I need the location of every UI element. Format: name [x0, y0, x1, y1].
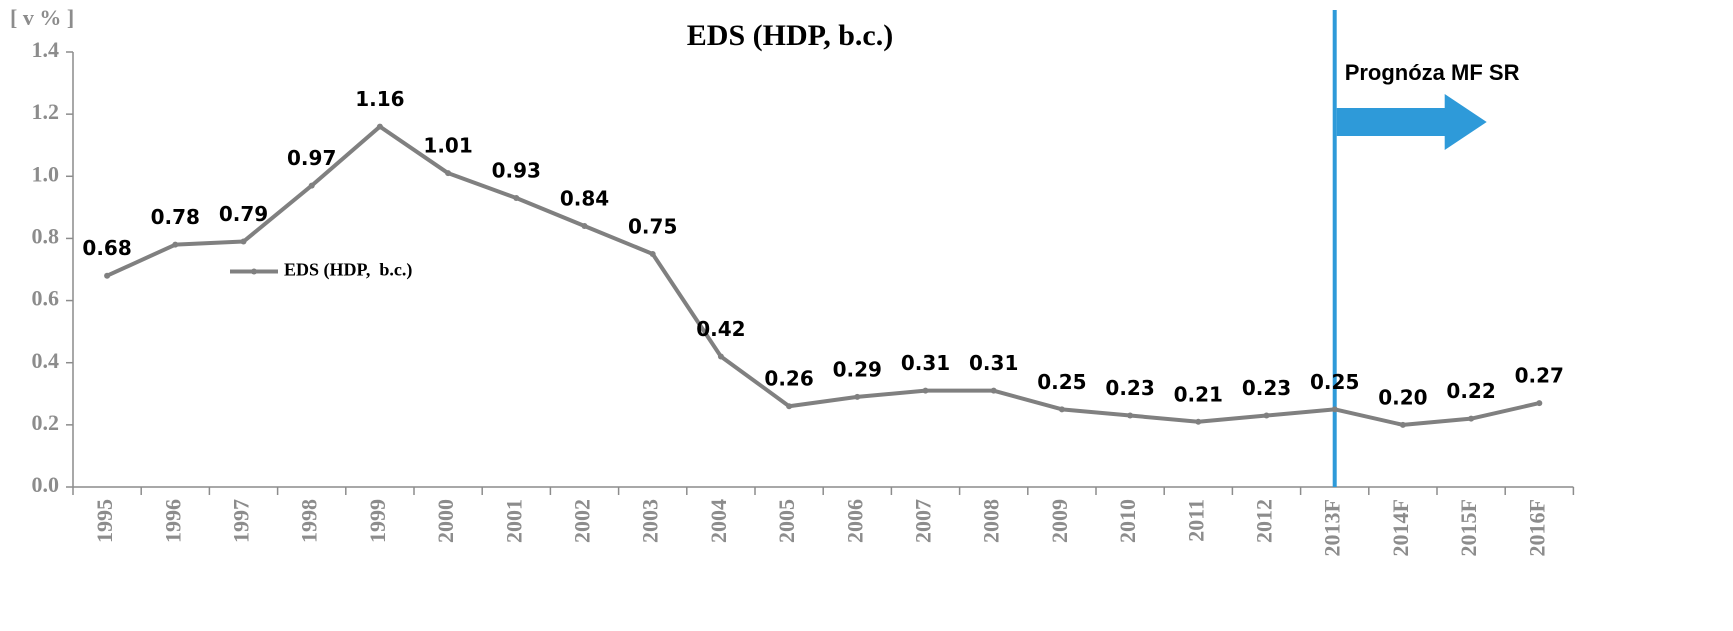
forecast-label: Prognóza MF SR: [1345, 60, 1520, 85]
x-tick-label: 1997: [229, 499, 254, 543]
y-tick-label: 0.4: [32, 348, 60, 373]
x-tick-label: 1995: [92, 499, 117, 543]
x-tick-label: 2004: [706, 499, 731, 543]
y-tick-label: 1.2: [32, 99, 60, 124]
x-tick-label: 1999: [365, 499, 390, 543]
data-label: 0.25: [1037, 370, 1086, 394]
marker: [990, 387, 997, 394]
data-label: 0.93: [492, 159, 541, 183]
x-tick-label: 2001: [501, 499, 526, 543]
data-label: 0.20: [1378, 385, 1427, 409]
data-label: 1.01: [423, 134, 472, 158]
marker: [240, 238, 247, 245]
data-label: 0.97: [287, 146, 336, 170]
data-label: 0.21: [1174, 382, 1223, 406]
marker: [1331, 406, 1338, 413]
data-label: 0.23: [1105, 376, 1154, 400]
marker: [717, 353, 724, 360]
x-tick-label: 2006: [842, 499, 867, 543]
marker: [922, 387, 929, 394]
marker: [786, 403, 793, 410]
legend-marker: [251, 268, 257, 275]
data-label: 0.29: [833, 357, 882, 381]
data-label: 1.16: [355, 87, 404, 111]
x-tick-label: 2002: [570, 499, 595, 543]
x-tick-label: 2003: [638, 499, 663, 543]
x-tick-label: 2015F: [1456, 499, 1481, 556]
data-label: 0.31: [901, 351, 950, 375]
data-label: 0.42: [696, 317, 745, 341]
marker: [1263, 412, 1270, 419]
data-label: 0.25: [1310, 370, 1359, 394]
x-tick-label: 2011: [1183, 499, 1208, 542]
marker: [581, 223, 588, 229]
data-label: 0.31: [969, 351, 1018, 375]
chart-title: EDS (HDP, b.c.): [687, 19, 893, 52]
x-tick-label: 2000: [433, 499, 458, 543]
data-label: 0.79: [219, 202, 268, 226]
marker: [649, 250, 656, 257]
x-tick-label: 2005: [774, 499, 799, 543]
marker: [172, 241, 179, 248]
y-tick-label: 0.0: [32, 472, 60, 497]
marker: [1536, 400, 1543, 407]
x-tick-label: 2009: [1047, 499, 1072, 543]
y-tick-label: 1.4: [32, 37, 60, 62]
data-label: 0.68: [82, 236, 131, 260]
marker: [854, 393, 861, 400]
x-tick-label: 2016F: [1524, 499, 1549, 556]
x-tick-label: 2010: [1115, 499, 1140, 543]
x-tick-label: 2007: [911, 499, 936, 543]
x-tick-label: 2008: [979, 499, 1004, 543]
marker: [308, 182, 315, 189]
y-tick-label: 1.0: [32, 161, 60, 186]
marker: [104, 272, 111, 279]
y-tick-label: 0.6: [32, 286, 60, 311]
y-axis-label: [ v % ]: [10, 5, 74, 30]
marker: [1195, 418, 1202, 425]
data-label: 0.75: [628, 214, 677, 238]
data-label: 0.23: [1242, 376, 1291, 400]
data-label: 0.84: [560, 187, 609, 211]
line: [106, 124, 1540, 427]
marker: [1468, 415, 1475, 422]
x-tick-label: 1998: [297, 499, 322, 543]
x-tick-label: 2012: [1252, 499, 1277, 543]
legend-label: EDS (HDP, b.c.): [284, 260, 412, 281]
y-tick-label: 0.2: [32, 410, 60, 435]
y-tick-label: 0.8: [32, 223, 60, 248]
x-tick-label: 2013F: [1320, 499, 1345, 556]
marker: [1127, 412, 1134, 419]
data-label: 0.26: [764, 367, 813, 391]
data-label: 0.22: [1446, 379, 1495, 403]
marker: [1058, 406, 1065, 413]
marker: [376, 123, 383, 130]
data-label: 0.78: [151, 205, 200, 229]
x-tick-label: 1996: [160, 499, 185, 543]
marker: [1399, 421, 1406, 428]
marker: [513, 195, 520, 202]
data-label: 0.27: [1515, 364, 1564, 388]
x-tick-label: 2014F: [1388, 499, 1413, 556]
forecast-arrow: [1336, 94, 1487, 150]
marker: [445, 170, 452, 177]
